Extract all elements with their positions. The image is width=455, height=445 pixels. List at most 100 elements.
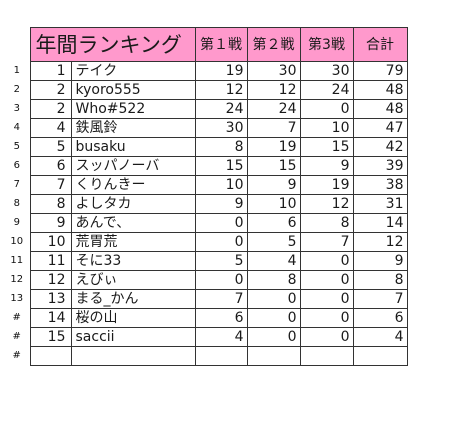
round3-score-cell[interactable]: 19: [299, 175, 354, 195]
round2-score-cell[interactable]: 0: [246, 308, 301, 328]
round1-score-cell[interactable]: 7: [194, 289, 248, 309]
round1-score-cell[interactable]: 5: [194, 251, 248, 271]
round3-score-cell[interactable]: 0: [299, 289, 354, 309]
round2-score-cell[interactable]: 10: [246, 194, 301, 214]
round3-score-cell[interactable]: 10: [299, 118, 354, 138]
total-header[interactable]: 合計: [352, 27, 408, 62]
round3-score-cell[interactable]: 0: [299, 327, 354, 347]
rank-cell[interactable]: 12: [29, 270, 72, 290]
player-name-cell[interactable]: kyoro555: [70, 80, 196, 100]
total-score-cell[interactable]: 48: [352, 99, 408, 119]
rank-cell[interactable]: 6: [29, 156, 72, 176]
player-name-cell[interactable]: 鉄風鈴: [70, 118, 196, 138]
player-name-cell[interactable]: Who#522: [70, 99, 196, 119]
table-title[interactable]: 年間ランキング: [29, 27, 196, 62]
round1-score-cell[interactable]: 30: [194, 118, 248, 138]
total-score-cell[interactable]: 31: [352, 194, 408, 214]
round1-score-cell[interactable]: 15: [194, 156, 248, 176]
rank-cell[interactable]: 4: [29, 118, 72, 138]
total-score-cell[interactable]: 12: [352, 232, 408, 252]
round1-score-cell[interactable]: [194, 346, 248, 366]
total-score-cell[interactable]: 4: [352, 327, 408, 347]
round2-score-cell[interactable]: 9: [246, 175, 301, 195]
round1-score-cell[interactable]: 9: [194, 194, 248, 214]
round1-header[interactable]: 第１戦: [194, 27, 248, 62]
round1-score-cell[interactable]: 0: [194, 232, 248, 252]
round2-header[interactable]: 第２戦: [246, 27, 301, 62]
round2-score-cell[interactable]: 24: [246, 99, 301, 119]
rank-cell[interactable]: 11: [29, 251, 72, 271]
rank-cell[interactable]: 9: [29, 213, 72, 233]
rank-cell[interactable]: 2: [29, 99, 72, 119]
round1-score-cell[interactable]: 6: [194, 308, 248, 328]
total-score-cell[interactable]: 7: [352, 289, 408, 309]
total-score-cell[interactable]: 6: [352, 308, 408, 328]
round2-score-cell[interactable]: 30: [246, 61, 301, 81]
rank-cell[interactable]: 1: [29, 61, 72, 81]
round3-header[interactable]: 第3戦: [299, 27, 354, 62]
player-name-cell[interactable]: くりんきー: [70, 175, 196, 195]
rank-cell[interactable]: 7: [29, 175, 72, 195]
rank-cell[interactable]: 13: [29, 289, 72, 309]
total-score-cell[interactable]: 8: [352, 270, 408, 290]
rank-cell[interactable]: 2: [29, 80, 72, 100]
round2-score-cell[interactable]: 0: [246, 327, 301, 347]
player-name-cell[interactable]: 荒胃荒: [70, 232, 196, 252]
round1-score-cell[interactable]: 0: [194, 270, 248, 290]
round1-score-cell[interactable]: 24: [194, 99, 248, 119]
player-name-cell[interactable]: [70, 346, 196, 366]
player-name-cell[interactable]: よしタカ: [70, 194, 196, 214]
player-name-cell[interactable]: テイク: [70, 61, 196, 81]
round3-score-cell[interactable]: 15: [299, 137, 354, 157]
rank-cell[interactable]: 5: [29, 137, 72, 157]
total-score-cell[interactable]: 14: [352, 213, 408, 233]
rank-cell[interactable]: 8: [29, 194, 72, 214]
rank-cell[interactable]: 14: [29, 308, 72, 328]
round2-score-cell[interactable]: 7: [246, 118, 301, 138]
round3-score-cell[interactable]: 30: [299, 61, 354, 81]
total-score-cell[interactable]: 47: [352, 118, 408, 138]
player-name-cell[interactable]: busaku: [70, 137, 196, 157]
rank-cell[interactable]: [29, 346, 72, 366]
round1-score-cell[interactable]: 10: [194, 175, 248, 195]
round1-score-cell[interactable]: 0: [194, 213, 248, 233]
player-name-cell[interactable]: 桜の山: [70, 308, 196, 328]
rank-cell[interactable]: 15: [29, 327, 72, 347]
total-score-cell[interactable]: 48: [352, 80, 408, 100]
round3-score-cell[interactable]: 24: [299, 80, 354, 100]
round3-score-cell[interactable]: 0: [299, 308, 354, 328]
player-name-cell[interactable]: saccii: [70, 327, 196, 347]
round2-score-cell[interactable]: 0: [246, 289, 301, 309]
total-score-cell[interactable]: 42: [352, 137, 408, 157]
round3-score-cell[interactable]: 0: [299, 99, 354, 119]
player-name-cell[interactable]: えびぃ: [70, 270, 196, 290]
total-score-cell[interactable]: 79: [352, 61, 408, 81]
round3-score-cell[interactable]: 0: [299, 270, 354, 290]
round2-score-cell[interactable]: 5: [246, 232, 301, 252]
round3-score-cell[interactable]: [299, 346, 354, 366]
total-score-cell[interactable]: [352, 346, 408, 366]
player-name-cell[interactable]: まる_かん: [70, 289, 196, 309]
total-score-cell[interactable]: 39: [352, 156, 408, 176]
round2-score-cell[interactable]: 6: [246, 213, 301, 233]
round2-score-cell[interactable]: 19: [246, 137, 301, 157]
round2-score-cell[interactable]: [246, 346, 301, 366]
round3-score-cell[interactable]: 8: [299, 213, 354, 233]
round1-score-cell[interactable]: 12: [194, 80, 248, 100]
total-score-cell[interactable]: 9: [352, 251, 408, 271]
player-name-cell[interactable]: そに33: [70, 251, 196, 271]
round3-score-cell[interactable]: 9: [299, 156, 354, 176]
player-name-cell[interactable]: あんで、: [70, 213, 196, 233]
round1-score-cell[interactable]: 4: [194, 327, 248, 347]
player-name-cell[interactable]: スッパノーバ: [70, 156, 196, 176]
round3-score-cell[interactable]: 7: [299, 232, 354, 252]
round3-score-cell[interactable]: 0: [299, 251, 354, 271]
round2-score-cell[interactable]: 15: [246, 156, 301, 176]
rank-cell[interactable]: 10: [29, 232, 72, 252]
round2-score-cell[interactable]: 4: [246, 251, 301, 271]
round2-score-cell[interactable]: 8: [246, 270, 301, 290]
round3-score-cell[interactable]: 12: [299, 194, 354, 214]
total-score-cell[interactable]: 38: [352, 175, 408, 195]
round2-score-cell[interactable]: 12: [246, 80, 301, 100]
round1-score-cell[interactable]: 19: [194, 61, 248, 81]
